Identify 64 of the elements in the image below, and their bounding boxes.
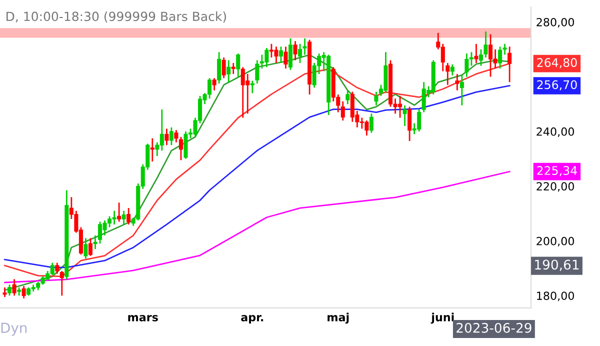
candlestick [150,138,154,162]
y-tick-label: 280,00 [536,18,574,28]
candlestick [12,278,16,296]
candlestick [226,60,231,83]
candlestick [84,237,88,260]
candlestick [450,64,454,76]
candlestick [455,73,460,92]
line-series [4,170,510,284]
candlestick [284,46,288,70]
text: 2023-06-29 [456,322,532,333]
text: 225,34 [537,166,577,176]
candlestick [288,38,293,71]
y-tick-label: 180,00 [537,292,574,302]
candlestick [178,136,183,161]
text: 256,70 [537,80,577,90]
candlestick [117,202,122,222]
candlestick [302,38,307,56]
chart-title: D, 10:00-18:30 (999999 Bars Back) [6,11,226,23]
candlestick [293,40,298,61]
x-tick-label: juni [430,312,454,324]
text: 264,80 [537,58,577,68]
candlestick [217,51,222,84]
candlestick [88,237,92,257]
candlestick [255,60,260,84]
candlestick [169,126,174,146]
candlestick [236,52,240,78]
candlestick [369,112,374,134]
y-tick-label: 240,00 [536,127,574,137]
candlestick [498,46,502,70]
candlestick [508,46,512,83]
candlestick [250,80,254,94]
candlestick [346,90,350,105]
candlestick [122,210,126,226]
candlestick [408,106,412,142]
candlestick [374,91,378,106]
candlestick [2,286,7,298]
candlestick [502,43,507,56]
candlestick [446,62,450,86]
candlestick [222,56,226,79]
candlestick [484,30,488,58]
text: Dyn [1,322,27,336]
candlestick [231,62,236,75]
candlestick [22,285,26,300]
x-tick-label: apr. [241,315,264,324]
candlestick [164,128,169,146]
x-tick-label: mars [128,315,158,322]
x-tick-label: maj [328,312,349,324]
text: 190,61 [535,260,579,271]
candlestick [402,104,407,127]
candlestick [55,262,60,274]
candlestick [212,77,216,92]
candlestick [340,100,345,122]
candlestick [93,234,98,250]
candlestick [278,46,283,64]
candlestick [474,43,478,64]
candlestick [126,207,131,226]
candlestick [174,129,178,144]
candlestick [8,284,12,296]
y-tick-label: 200,00 [536,236,574,246]
candlestick [60,270,64,296]
candlestick [298,43,302,64]
candlestick [478,48,484,66]
y-tick-label: 220,00 [536,182,574,192]
candlestick [460,74,464,106]
